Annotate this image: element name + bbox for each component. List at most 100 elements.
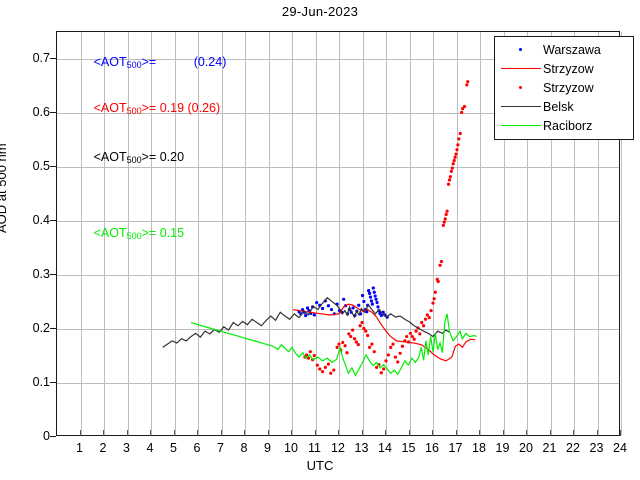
legend-label: Strzyzow xyxy=(543,80,594,95)
gridline-vertical xyxy=(433,32,434,435)
x-tick-label: 13 xyxy=(354,441,369,455)
x-tick-label: 10 xyxy=(284,441,298,455)
x-tick-mark xyxy=(314,430,316,436)
x-tick-mark xyxy=(126,430,128,436)
gridline-vertical xyxy=(503,32,505,435)
x-tick-label: 4 xyxy=(146,441,154,455)
x-tick-mark xyxy=(549,430,551,436)
gridline-vertical xyxy=(80,32,82,435)
gridline-horizontal xyxy=(57,113,619,114)
gridline-vertical xyxy=(362,32,364,435)
legend-item-strzyzow-2[interactable]: Strzyzow xyxy=(499,78,629,97)
legend-symbol-icon xyxy=(499,99,543,115)
gridline-vertical xyxy=(315,32,317,435)
y-tick-mark xyxy=(50,112,56,114)
gridline-vertical xyxy=(386,32,387,435)
gridline-vertical xyxy=(574,32,575,435)
x-tick-mark xyxy=(150,430,152,436)
data-layer xyxy=(162,80,477,377)
x-tick-label: 20 xyxy=(519,441,533,455)
legend-symbol-icon xyxy=(499,61,543,77)
x-tick-mark xyxy=(267,430,269,436)
annotation-mean-aot: <AOT500>= 0.20 xyxy=(93,149,185,165)
legend-symbol-icon xyxy=(499,118,543,134)
y-tick-label: 0.6 xyxy=(32,105,50,119)
x-tick-label: 16 xyxy=(425,441,439,455)
x-tick-mark xyxy=(408,430,410,436)
x-tick-mark xyxy=(385,430,387,436)
legend-label: Belsk xyxy=(543,99,574,114)
x-tick-label: 3 xyxy=(123,441,130,455)
y-tick-mark xyxy=(50,166,56,168)
gridline-vertical xyxy=(527,32,528,435)
x-tick-mark xyxy=(197,430,199,436)
x-tick-mark xyxy=(455,430,457,436)
chart-title: 29-Jun-2023 xyxy=(281,4,359,19)
x-tick-label: 22 xyxy=(566,441,580,455)
gridline-vertical xyxy=(104,32,105,435)
y-tick-label: 0.5 xyxy=(32,159,50,173)
gridlines xyxy=(57,32,622,435)
annotation-mean-aot: <AOT500>= 0.19 (0.26) xyxy=(93,101,221,117)
x-tick-mark xyxy=(244,430,246,436)
gridline-vertical xyxy=(456,32,458,435)
x-tick-label: 1 xyxy=(76,441,83,455)
y-tick-label: 0.3 xyxy=(32,267,50,281)
legend-item-belsk-3[interactable]: Belsk xyxy=(499,97,629,116)
y-tick-label: 0.4 xyxy=(32,213,50,227)
x-tick-label: 19 xyxy=(495,441,510,455)
legend-item-raciborz-4[interactable]: Raciborz xyxy=(499,116,629,135)
y-tick-label: 0.7 xyxy=(32,51,50,65)
x-axis-label: UTC xyxy=(306,458,334,473)
legend-label: Raciborz xyxy=(543,118,593,133)
x-tick-label: 15 xyxy=(401,441,416,455)
gridline-vertical xyxy=(221,32,223,435)
annotation-mean-aot: <AOT500>= (0.24) xyxy=(93,55,227,71)
x-tick-label: 18 xyxy=(472,441,486,455)
y-tick-mark xyxy=(50,382,56,384)
x-tick-label: 11 xyxy=(308,441,321,455)
gridline-vertical xyxy=(268,32,270,435)
annotation-value: (0.24) xyxy=(193,55,227,70)
legend-item-warszawa-0[interactable]: Warszawa xyxy=(499,40,629,59)
gridline-vertical xyxy=(292,32,293,435)
annotation-value: 0.20 xyxy=(159,149,185,164)
x-tick-mark xyxy=(220,430,222,436)
gridline-horizontal xyxy=(57,167,619,168)
legend-label: Strzyzow xyxy=(543,61,594,76)
x-tick-mark xyxy=(103,430,105,436)
gridline-horizontal xyxy=(57,221,619,222)
annotation-value: 0.15 xyxy=(159,225,185,240)
x-tick-mark xyxy=(502,430,504,436)
gridline-vertical xyxy=(597,32,599,435)
legend-label: Warszawa xyxy=(543,42,601,57)
gridline-horizontal xyxy=(57,383,619,384)
x-tick-label: 24 xyxy=(613,441,627,455)
legend-item-strzyzow-1[interactable]: Strzyzow xyxy=(499,59,629,78)
series-line-belsk xyxy=(162,296,450,348)
x-tick-mark xyxy=(479,430,481,436)
x-tick-mark xyxy=(526,430,528,436)
x-tick-label: 6 xyxy=(193,441,201,455)
gridline-vertical xyxy=(198,32,199,435)
gridline-horizontal xyxy=(57,275,619,276)
x-tick-label: 2 xyxy=(99,441,107,455)
y-tick-label: 0.2 xyxy=(32,321,50,335)
x-tick-mark xyxy=(79,430,81,436)
x-tick-mark xyxy=(173,430,175,436)
series-line-strzyzow-line xyxy=(293,303,476,362)
gridline-horizontal xyxy=(57,329,619,330)
x-tick-mark xyxy=(596,430,598,436)
gridline-vertical xyxy=(409,32,411,435)
legend-symbol-icon xyxy=(499,80,543,96)
series-line-raciborz xyxy=(190,313,477,377)
legend-symbol-icon xyxy=(499,42,543,58)
y-tick-mark xyxy=(50,274,56,276)
x-tick-mark xyxy=(620,430,622,436)
gridline-horizontal xyxy=(57,59,619,60)
x-tick-label: 21 xyxy=(542,441,557,455)
y-tick-label: 0 xyxy=(43,429,50,443)
x-tick-mark xyxy=(291,430,293,436)
chart-legend: Warszawa Strzyzow Strzyzow Belsk Raciborz xyxy=(494,36,634,140)
